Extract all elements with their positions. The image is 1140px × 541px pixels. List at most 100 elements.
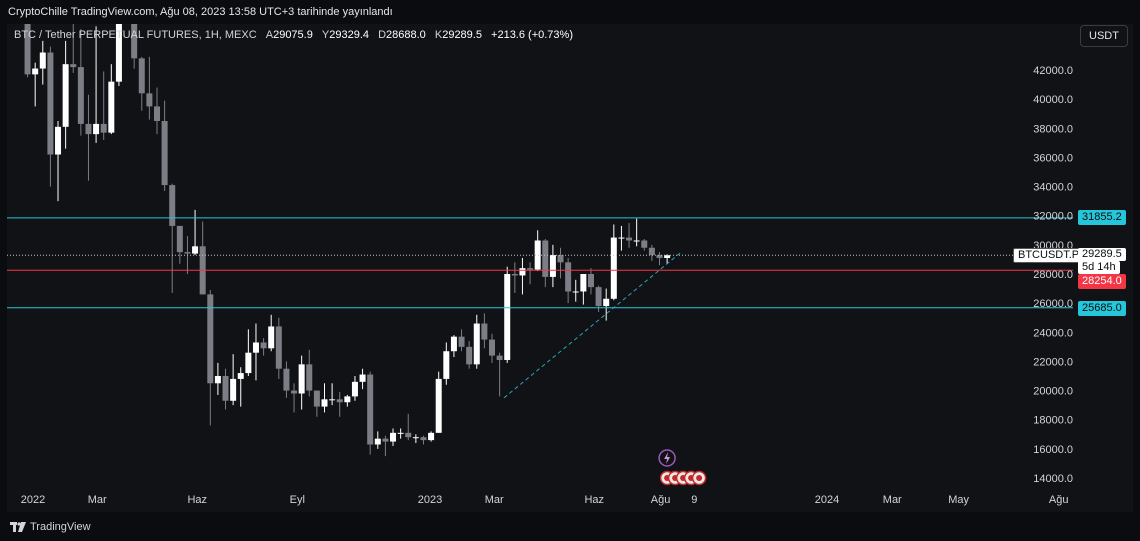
candles-group [25, 0, 671, 456]
candle-body [93, 124, 99, 134]
candle-body [436, 379, 442, 433]
y-tick-label: 42000.0 [1033, 65, 1073, 77]
candle-body [291, 391, 297, 394]
current-price-tag: 29289.5 [1078, 248, 1126, 261]
candle-body [55, 127, 61, 155]
candle-body [519, 268, 525, 275]
candle-body [542, 240, 548, 276]
x-tick-label: 9 [691, 494, 697, 506]
candle-body [329, 399, 335, 400]
resistance-price-tag: 31855.2 [1078, 210, 1126, 225]
countdown-tag: 5d 14h [1078, 261, 1120, 274]
candle-body [573, 291, 579, 292]
candle-body [641, 240, 647, 247]
candle-body [78, 67, 84, 124]
candle-body [108, 82, 114, 133]
x-tick-label: Eyl [290, 494, 305, 506]
candle-body [177, 226, 183, 252]
candle-body [550, 255, 556, 277]
candle-body [611, 238, 617, 299]
tradingview-logo[interactable]: TradingView [10, 521, 91, 533]
candle-body [299, 364, 305, 393]
symbol-price-label: BTCUSDT.P [1013, 248, 1084, 263]
candle-body [85, 124, 91, 134]
lightning-bolt-icon [664, 452, 670, 464]
x-tick-label: Ağu [651, 494, 671, 506]
x-tick-label: Mar [88, 494, 107, 506]
candle-body [63, 64, 69, 127]
x-tick-label: 2023 [418, 494, 442, 506]
y-tick-label: 36000.0 [1033, 152, 1073, 164]
candle-body [261, 342, 267, 348]
symbol-title: BTC / Tether PERPETUAL FUTURES, 1H, MEXC [14, 29, 257, 41]
candle-body [634, 240, 640, 241]
candle-body [32, 69, 38, 75]
y-tick-label: 24000.0 [1033, 327, 1073, 339]
y-tick-label: 22000.0 [1033, 356, 1073, 368]
candle-body [154, 106, 160, 121]
candle-body [588, 274, 594, 287]
candle-body [375, 439, 381, 445]
y-tick-label: 28000.0 [1033, 269, 1073, 281]
candle-body [390, 433, 396, 442]
footer-bar [0, 514, 1140, 541]
candle-body [405, 433, 411, 437]
candle-body [428, 433, 434, 440]
candle-body [47, 53, 53, 155]
candle-body [139, 58, 145, 93]
x-tick-label: Ağu [1049, 494, 1069, 506]
candle-body [466, 347, 472, 364]
candle-body [413, 437, 419, 438]
candle-body [527, 268, 533, 269]
x-tick-label: Mar [485, 494, 504, 506]
candle-body [306, 364, 312, 390]
candle-body [360, 375, 366, 382]
y-tick-label: 20000.0 [1033, 386, 1073, 398]
candle-body [618, 238, 624, 239]
candle-body [223, 376, 229, 401]
candle-body [352, 382, 358, 397]
candle-body [238, 373, 244, 379]
open-label: A [266, 29, 273, 41]
candle-body [489, 340, 495, 356]
x-tick-label: May [948, 494, 969, 506]
open-value: 29075.9 [273, 29, 313, 41]
candle-body [162, 121, 168, 185]
candle-body [596, 287, 602, 306]
x-tick-label: Haz [187, 494, 207, 506]
x-tick-label: 2024 [815, 494, 839, 506]
close-value: 29289.5 [442, 29, 482, 41]
currency-button[interactable]: USDT [1080, 25, 1128, 47]
y-tick-label: 16000.0 [1033, 444, 1073, 456]
low-value: 28688.0 [386, 29, 426, 41]
candle-body [192, 246, 198, 253]
high-value: 29329.4 [329, 29, 369, 41]
candle-body [443, 351, 449, 379]
candle-body [580, 274, 586, 291]
candle-body [253, 342, 259, 352]
tradingview-logo-icon [10, 522, 26, 532]
candle-body [398, 433, 404, 434]
candle-body [276, 326, 282, 368]
candle-body [344, 396, 350, 402]
candle-body [420, 437, 426, 440]
candle-body [146, 93, 152, 106]
candle-body [337, 399, 343, 402]
candle-body [451, 337, 457, 352]
y-tick-label: 38000.0 [1033, 123, 1073, 135]
change-value: +213.6 (+0.73%) [491, 29, 573, 41]
candle-body [367, 375, 373, 445]
y-tick-label: 14000.0 [1033, 473, 1073, 485]
candle-body [314, 391, 320, 407]
candle-body [603, 299, 609, 306]
candle-body [215, 376, 221, 383]
x-tick-label: Haz [584, 494, 604, 506]
candle-body [512, 274, 518, 275]
candle-body [459, 337, 465, 347]
candle-body [558, 255, 564, 262]
y-tick-label: 32000.0 [1033, 211, 1073, 223]
candle-body [101, 124, 107, 133]
candle-body [230, 379, 236, 401]
candle-body [184, 252, 190, 253]
